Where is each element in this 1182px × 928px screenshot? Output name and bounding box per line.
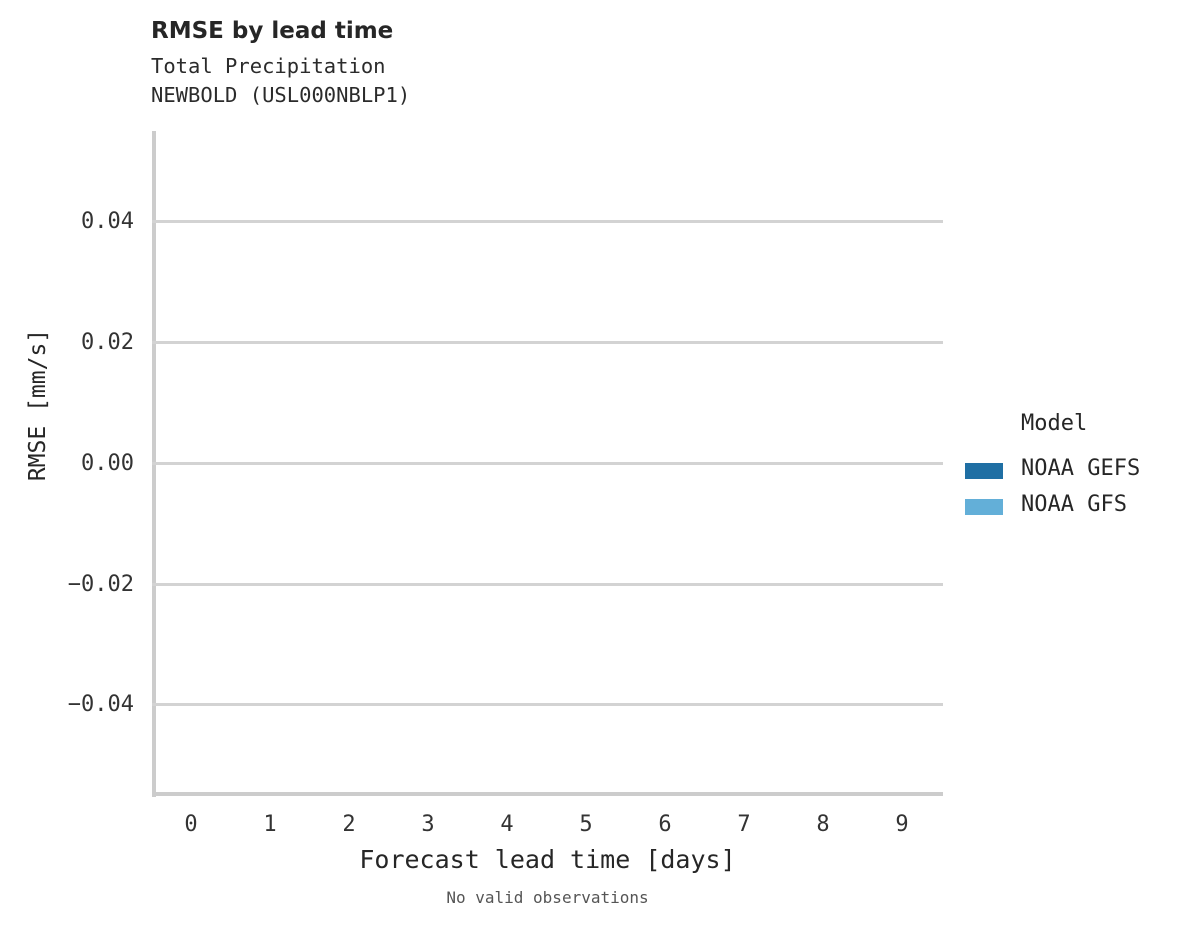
chart-subtitle-line-1: Total Precipitation: [151, 54, 386, 78]
x-tick-label: 2: [342, 812, 356, 837]
gridline--0.02: [152, 583, 943, 586]
plot-area: [152, 131, 943, 794]
legend-swatch-icon: [965, 463, 1003, 479]
gridline-0.02: [152, 341, 943, 344]
x-tick-label: 8: [816, 812, 830, 837]
y-tick-label: 0.04: [81, 209, 134, 234]
x-axis-spine: [152, 792, 943, 796]
chart-subtitle: Total Precipitation NEWBOLD (USL000NBLP1): [151, 52, 410, 110]
y-tick-label: −0.02: [67, 572, 134, 597]
legend-item-label: NOAA GFS: [1021, 492, 1127, 517]
y-tick-label: −0.04: [67, 692, 134, 717]
legend-title: Model: [1021, 411, 1088, 436]
x-tick-label: 4: [500, 812, 514, 837]
x-axis-title: Forecast lead time [days]: [359, 845, 736, 874]
x-tick-label: 5: [579, 812, 593, 837]
gridline-0.00: [152, 462, 943, 465]
gridline--0.04: [152, 703, 943, 706]
x-tick-label: 0: [184, 812, 198, 837]
y-tick-label: 0.02: [81, 330, 134, 355]
gridline-0.04: [152, 220, 943, 223]
y-axis-title: RMSE [mm/s]: [25, 328, 51, 482]
page-title: RMSE by lead time: [151, 18, 394, 44]
y-tick-label: 0.00: [81, 451, 134, 476]
legend-swatch-icon: [965, 499, 1003, 515]
no-data-note: No valid observations: [446, 888, 649, 907]
x-tick-label: 1: [263, 812, 277, 837]
x-tick-label: 9: [895, 812, 909, 837]
x-tick-label: 3: [421, 812, 435, 837]
x-tick-label: 7: [737, 812, 751, 837]
chart-subtitle-line-2: NEWBOLD (USL000NBLP1): [151, 83, 411, 107]
legend-item-label: NOAA GEFS: [1021, 456, 1141, 481]
x-tick-label: 6: [658, 812, 672, 837]
